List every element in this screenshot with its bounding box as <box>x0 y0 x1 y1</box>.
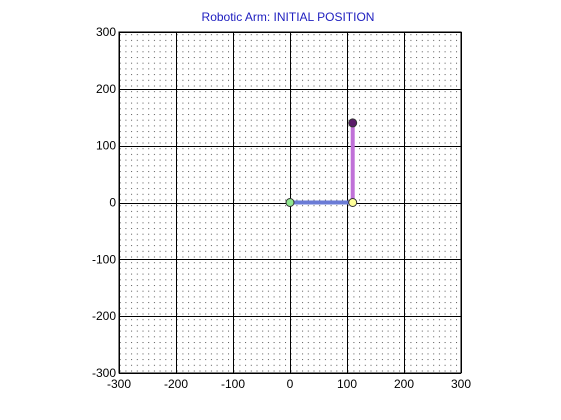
plot-frame <box>118 31 462 374</box>
y-axis-ticks: -300 -200 -100 0 100 200 300 <box>92 25 116 380</box>
y-tick-label: -100 <box>92 252 116 266</box>
y-tick-label: 200 <box>96 82 116 96</box>
x-tick-label: -100 <box>221 377 245 391</box>
x-tick-label: 200 <box>394 377 414 391</box>
x-tick-label: 100 <box>337 377 357 391</box>
x-tick-label: 300 <box>451 377 471 391</box>
y-tick-label: 100 <box>96 139 116 153</box>
x-tick-label: -300 <box>107 377 131 391</box>
y-tick-label: 300 <box>96 25 116 39</box>
arm-joints <box>285 118 358 207</box>
joint-base-marker <box>285 198 295 207</box>
arm-links <box>290 122 355 205</box>
x-axis-ticks: -300 -200 -100 0 100 200 300 <box>107 377 471 391</box>
x-tick-label: -200 <box>164 377 188 391</box>
chart-title: Robotic Arm: INITIAL POSITION <box>202 10 375 24</box>
y-tick-label: -200 <box>92 309 116 323</box>
end-effector-marker <box>348 118 358 128</box>
joint-elbow-marker <box>348 198 358 207</box>
y-tick-label: 0 <box>109 196 116 210</box>
y-tick-label: -300 <box>92 366 116 380</box>
x-tick-label: 0 <box>287 377 294 391</box>
